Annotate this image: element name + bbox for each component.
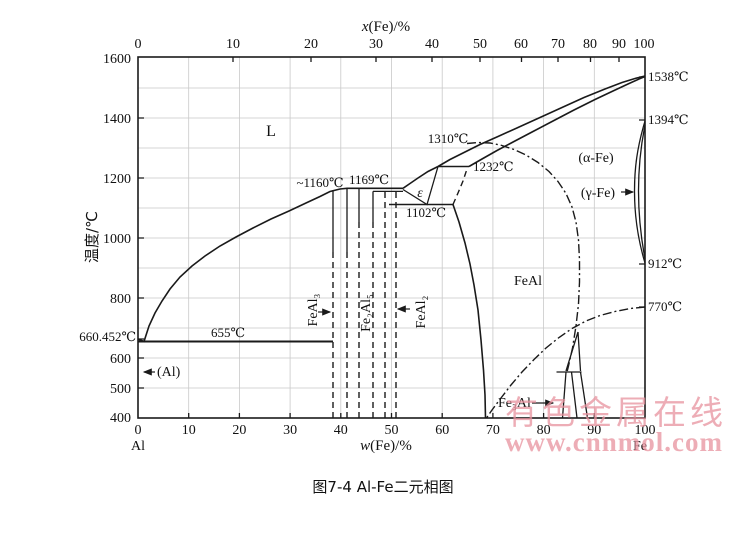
- bottom-tick-label: 90: [587, 423, 601, 438]
- compound-boundaries-solid: [332, 188, 374, 252]
- feal-upper-boundary-dashed: [452, 168, 468, 205]
- bottom-tick-label: 50: [385, 423, 399, 438]
- feal2-boundaries-dashed: [384, 192, 397, 418]
- feal2-phase-label: FeAl₂: [414, 295, 429, 328]
- top-tick-label: 70: [551, 37, 565, 52]
- al-melting-point-label: 660.452℃: [79, 329, 136, 344]
- feal3-phase-label: FeAl₃: [306, 293, 321, 326]
- solidus-fe-side-curve: [468, 75, 646, 168]
- watermark: 有色金属在线 www.cnnmol.com: [505, 393, 727, 457]
- top-tick-label: 50: [473, 37, 487, 52]
- bottom-tick-label: 30: [283, 423, 297, 438]
- annotation-1169: 1169℃: [349, 172, 389, 187]
- bottom-tick-label: 0: [135, 423, 142, 438]
- fe-corner-label: Fe: [633, 439, 647, 454]
- liquidus-al-side-curve: [137, 187, 403, 343]
- gamma-loop-outer: [633, 120, 646, 264]
- bottom-tick-label: 80: [537, 423, 551, 438]
- annotation-1310: 1310℃: [428, 131, 469, 146]
- order-transition-dashdot: [466, 141, 581, 373]
- top-tick-label: 0: [135, 37, 142, 52]
- left-tick-label: 1600: [103, 52, 131, 67]
- left-tick-label: 800: [110, 292, 131, 307]
- left-tick-label: 600: [110, 352, 131, 367]
- al-corner-label: Al: [131, 439, 145, 454]
- left-tick-label: 500: [110, 382, 131, 397]
- phase-boundary-curves: [137, 75, 646, 419]
- top-tick-label: 40: [425, 37, 439, 52]
- bottom-tick-label: 70: [486, 423, 500, 438]
- left-tick-label: 1000: [103, 232, 131, 247]
- top-tick-label: 90: [612, 37, 626, 52]
- phase-labels: L (Al) FeAl₃ Fe₂Al₅ FeAl₂ ε FeAl Fe₃Al (…: [157, 123, 615, 411]
- gamma-fe-phase-label: (γ-Fe): [581, 186, 616, 201]
- fe2al5-phase-label: Fe₂Al₅: [359, 294, 374, 332]
- curie-temperature-label: 770℃: [648, 299, 682, 314]
- liquid-phase-label: L: [266, 123, 276, 140]
- top-tick-label: 100: [634, 37, 655, 52]
- gamma-alpha-transition-label: 912℃: [648, 256, 682, 271]
- feal-phase-label: FeAl: [514, 274, 542, 289]
- annotation-1160: ~1160℃: [296, 175, 343, 190]
- gamma-loop-inner: [637, 124, 646, 260]
- bottom-tick-label: 40: [334, 423, 348, 438]
- bottom-axis-ticks: [188, 413, 595, 418]
- bottom-axis-tick-labels: 0 10 20 30 40 50 60 70 80 90 100: [135, 423, 656, 438]
- delta-gamma-transition-label: 1394℃: [648, 112, 689, 127]
- bottom-tick-label: 100: [635, 423, 656, 438]
- top-tick-label: 20: [304, 37, 318, 52]
- liquidus-fe-side-curve: [437, 75, 646, 168]
- right-axis-ticks: [639, 76, 645, 308]
- fe3al-region-boundary: [556, 331, 589, 419]
- liquidus-rise-curve: [402, 165, 439, 189]
- top-tick-label: 80: [583, 37, 597, 52]
- watermark-site-name: 有色金属在线: [505, 393, 727, 432]
- bottom-axis-title: w(Fe)/%: [360, 438, 412, 454]
- bottom-tick-label: 10: [182, 423, 196, 438]
- right-axis-labels: 1538℃ 1394℃ 912℃ 770℃: [648, 69, 689, 314]
- left-tick-label: 1200: [103, 172, 131, 187]
- top-tick-label: 60: [514, 37, 528, 52]
- curie-770-dashdot: [485, 306, 646, 419]
- top-axis-title: x(Fe)/%: [361, 19, 410, 35]
- alpha-fe-phase-label: (α-Fe): [578, 151, 614, 166]
- epsilon-phase-label: ε: [417, 186, 423, 201]
- temperature-annotations: 1310℃ 1232℃ 1169℃ ~1160℃ 1102℃ 655℃: [211, 131, 514, 340]
- fe2al5-boundaries-dashed: [358, 222, 374, 418]
- top-axis-ticks: [232, 57, 620, 62]
- annotation-1232: 1232℃: [473, 159, 514, 174]
- top-tick-label: 10: [226, 37, 240, 52]
- al-phase-label: (Al): [157, 365, 181, 380]
- figure-caption: 图7-4 Al-Fe二元相图: [312, 478, 453, 496]
- feal-left-boundary: [452, 204, 487, 419]
- pointer-arrows: [142, 188, 635, 407]
- fe-melting-point-label: 1538℃: [648, 69, 689, 84]
- top-axis-tick-labels: 0 10 20 30 40 50 60 70 80 90 100: [135, 37, 655, 52]
- annotation-655: 655℃: [211, 325, 245, 340]
- bottom-tick-label: 20: [232, 423, 246, 438]
- top-tick-label: 30: [369, 37, 383, 52]
- fe3al-phase-label: Fe₃Al: [498, 396, 531, 411]
- gridlines: [138, 57, 645, 418]
- left-tick-label: 400: [110, 411, 131, 426]
- feal3-boundaries-dashed: [332, 252, 348, 418]
- bottom-tick-label: 60: [435, 423, 449, 438]
- left-axis-title: 温度/℃: [83, 211, 101, 263]
- left-tick-label: 1400: [103, 112, 131, 127]
- annotation-1102: 1102℃: [406, 205, 446, 220]
- left-axis-ticks: [138, 117, 144, 389]
- watermark-url: www.cnnmol.com: [505, 427, 723, 457]
- left-axis-tick-labels: 1600 1400 1200 1000 800 600 500 400 660.…: [79, 52, 136, 426]
